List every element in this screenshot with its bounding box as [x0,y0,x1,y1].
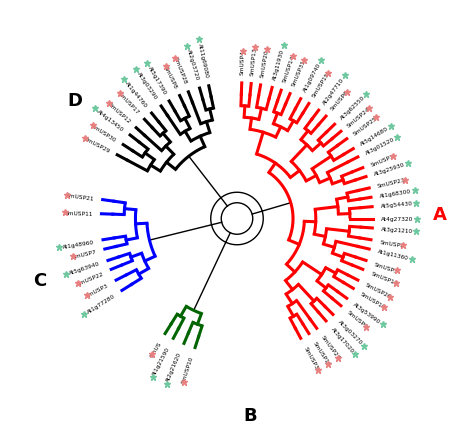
Text: SmUSP13: SmUSP13 [250,47,257,76]
Text: At3g21210: At3g21210 [381,226,413,234]
Text: SmUSP20: SmUSP20 [260,49,270,78]
Text: SmUSP19: SmUSP19 [359,291,386,310]
Text: SmUSP10: SmUSP10 [181,355,195,384]
Text: SmUSP23: SmUSP23 [377,178,406,189]
Text: SmUSP14: SmUSP14 [282,55,296,84]
Text: C: C [34,271,47,289]
Text: SmUSP21: SmUSP21 [65,193,94,201]
Text: D: D [68,92,82,110]
Text: At3g17020: At3g17020 [330,326,355,353]
Text: SmUSP18: SmUSP18 [311,340,331,367]
Text: SmUSP30: SmUSP30 [91,123,117,143]
Text: SmUSP1: SmUSP1 [370,153,395,167]
Text: SmUSP24: SmUSP24 [346,106,371,128]
Text: At4g27320: At4g27320 [382,216,414,222]
Text: At3g01520: At3g01520 [365,137,395,156]
Text: SmUSP3: SmUSP3 [85,282,109,298]
Text: At2g21620: At2g21620 [166,351,183,382]
Text: SmUSP22: SmUSP22 [76,271,104,286]
Text: SmUSP11: SmUSP11 [64,211,93,216]
Text: At1g77280: At1g77280 [86,293,116,314]
Text: SmUSP29: SmUSP29 [83,136,110,154]
Text: At5g63940: At5g63940 [68,261,100,276]
Text: SmUSP16: SmUSP16 [370,271,398,286]
Text: At5g17390: At5g17390 [146,65,167,95]
Text: At3g53990: At3g53990 [352,302,382,325]
Text: SmUSP4: SmUSP4 [239,50,246,75]
Text: SmUS: SmUS [149,340,163,357]
Text: At2g03720: At2g03720 [186,49,200,81]
Text: At3g25930: At3g25930 [374,162,406,177]
Text: SmUSP7: SmUSP7 [72,249,97,259]
Text: SmUSP15: SmUSP15 [311,71,331,98]
Text: At3g03290: At3g03290 [136,71,158,101]
Text: SmUSP26: SmUSP26 [365,282,392,300]
Text: SmUSP9: SmUSP9 [346,310,368,329]
Text: SmUSP28: SmUSP28 [173,57,188,85]
Text: At1g21590: At1g21590 [152,345,172,376]
Text: At1g09740: At1g09740 [302,62,322,93]
Text: SmUSP17: SmUSP17 [117,91,140,115]
Text: A: A [433,206,447,224]
Text: SmUSP8: SmUSP8 [163,65,178,89]
Text: At11g69080: At11g69080 [197,42,210,78]
Text: At1g68300: At1g68300 [379,189,412,199]
Text: At3g03270: At3g03270 [337,319,364,346]
Text: SmUSP12: SmUSP12 [107,102,131,124]
Text: SmUSP2: SmUSP2 [379,239,405,248]
Text: SmUSP25: SmUSP25 [352,116,378,136]
Text: At5g14680: At5g14680 [359,126,390,147]
Text: At1g11360: At1g11360 [377,249,410,261]
Text: At2g47710: At2g47710 [322,77,346,106]
Text: B: B [243,406,257,424]
Text: At5g54430: At5g54430 [381,201,413,209]
Text: SmUSP6: SmUSP6 [330,90,350,112]
Text: SmUSP5: SmUSP5 [374,261,399,274]
Text: At4g13450: At4g13450 [96,109,125,132]
Text: At3g11930: At3g11930 [272,48,285,81]
Text: SmUSP31: SmUSP31 [291,59,307,87]
Text: At1g44760: At1g44760 [124,81,148,109]
Text: SmUSP27: SmUSP27 [320,334,341,360]
Text: At1g48960: At1g48960 [62,239,95,249]
Text: SmUSP32: SmUSP32 [302,345,320,373]
Text: At3g62550: At3g62550 [339,95,366,121]
